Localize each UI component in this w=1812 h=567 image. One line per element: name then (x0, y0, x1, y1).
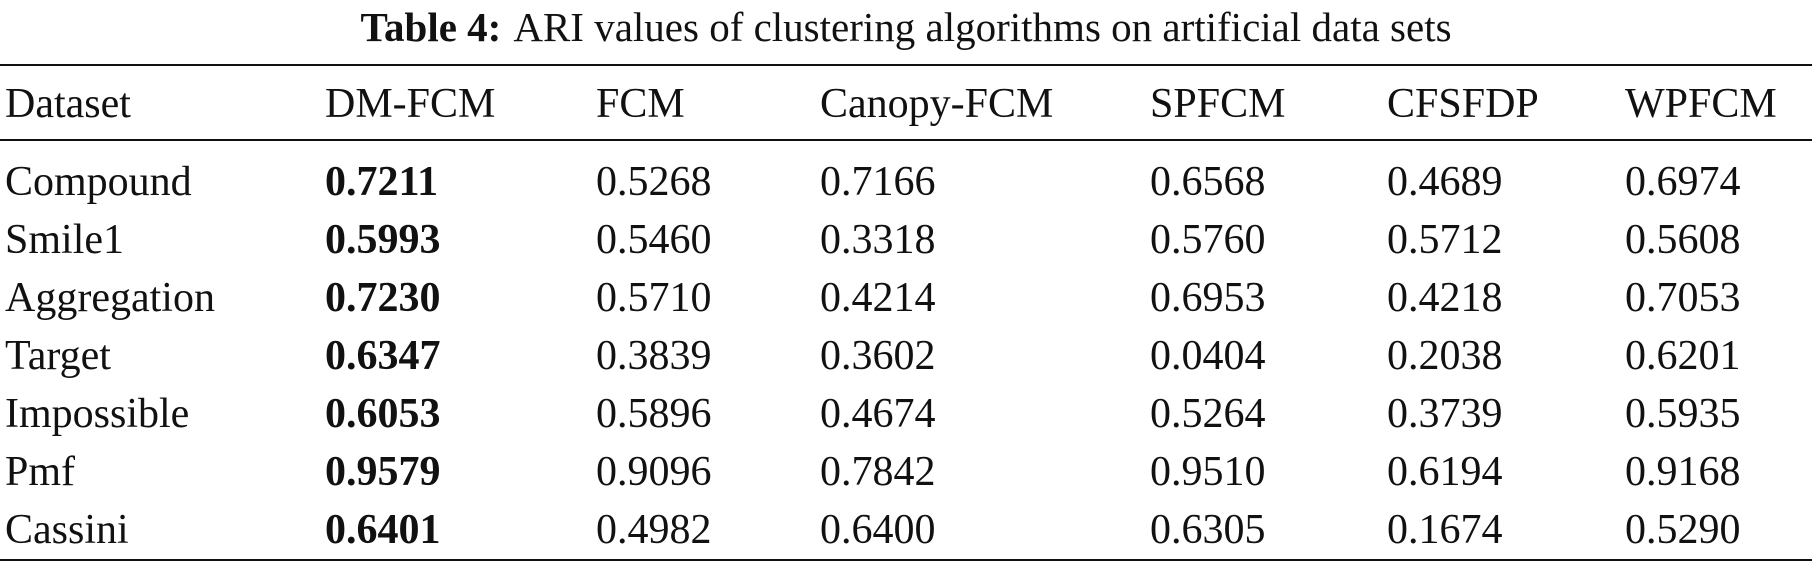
bottom-rule (0, 559, 1812, 561)
fcm-value: 0.4982 (596, 507, 712, 553)
dataset-name: Cassini (5, 507, 129, 553)
fcm-value: 0.5710 (596, 275, 712, 321)
canopy-fcm-value: 0.3318 (820, 217, 936, 263)
dm-fcm-value: 0.6347 (325, 333, 441, 379)
header-wpfcm: WPFCM (1625, 81, 1777, 127)
table-row: Aggregation 0.7230 0.5710 0.4214 0.6953 … (0, 270, 1812, 326)
table-row: Pmf 0.9579 0.9096 0.7842 0.9510 0.6194 0… (0, 444, 1812, 500)
header-spfcm: SPFCM (1150, 81, 1286, 127)
header-canopy-fcm: Canopy-FCM (820, 81, 1054, 127)
fcm-value: 0.9096 (596, 449, 712, 495)
dm-fcm-value: 0.7211 (325, 159, 439, 205)
dm-fcm-value: 0.9579 (325, 449, 441, 495)
wpfcm-value: 0.6974 (1625, 159, 1741, 205)
caption-text: ARI values of clustering algorithms on a… (513, 4, 1452, 50)
spfcm-value: 0.5264 (1150, 391, 1266, 437)
fcm-value: 0.3839 (596, 333, 712, 379)
fcm-value: 0.5896 (596, 391, 712, 437)
wpfcm-value: 0.7053 (1625, 275, 1741, 321)
dataset-name: Target (5, 333, 111, 379)
wpfcm-value: 0.6201 (1625, 333, 1741, 379)
cfsfdp-value: 0.6194 (1387, 449, 1503, 495)
wpfcm-value: 0.5935 (1625, 391, 1741, 437)
cfsfdp-value: 0.2038 (1387, 333, 1503, 379)
table-row: Cassini 0.6401 0.4982 0.6400 0.6305 0.16… (0, 502, 1812, 558)
wpfcm-value: 0.5290 (1625, 507, 1741, 553)
table-caption: Table 4: ARI values of clustering algorit… (0, 2, 1812, 52)
spfcm-value: 0.0404 (1150, 333, 1266, 379)
header-cfsfdp: CFSFDP (1387, 81, 1539, 127)
dataset-name: Aggregation (5, 275, 215, 321)
top-rule (0, 64, 1812, 66)
canopy-fcm-value: 0.7842 (820, 449, 936, 495)
header-fcm: FCM (596, 81, 685, 127)
canopy-fcm-value: 0.6400 (820, 507, 936, 553)
caption-label: Table 4: (360, 4, 502, 50)
dataset-name: Pmf (5, 449, 76, 495)
table-row: Smile1 0.5993 0.5460 0.3318 0.5760 0.571… (0, 212, 1812, 268)
spfcm-value: 0.6953 (1150, 275, 1266, 321)
header-dataset: Dataset (5, 81, 131, 127)
table-header-row: Dataset DM-FCM FCM Canopy-FCM SPFCM CFSF… (0, 76, 1812, 132)
table-row: Compound 0.7211 0.5268 0.7166 0.6568 0.4… (0, 154, 1812, 210)
dm-fcm-value: 0.6401 (325, 507, 441, 553)
cfsfdp-value: 0.1674 (1387, 507, 1503, 553)
dataset-name: Compound (5, 159, 192, 205)
table-row: Impossible 0.6053 0.5896 0.4674 0.5264 0… (0, 386, 1812, 442)
dm-fcm-value: 0.6053 (325, 391, 441, 437)
spfcm-value: 0.6568 (1150, 159, 1266, 205)
dataset-name: Impossible (5, 391, 190, 437)
table-row: Target 0.6347 0.3839 0.3602 0.0404 0.203… (0, 328, 1812, 384)
cfsfdp-value: 0.4689 (1387, 159, 1503, 205)
canopy-fcm-value: 0.4214 (820, 275, 936, 321)
dm-fcm-value: 0.5993 (325, 217, 441, 263)
canopy-fcm-value: 0.3602 (820, 333, 936, 379)
header-dm-fcm: DM-FCM (325, 81, 496, 127)
spfcm-value: 0.5760 (1150, 217, 1266, 263)
canopy-fcm-value: 0.7166 (820, 159, 936, 205)
fcm-value: 0.5268 (596, 159, 712, 205)
dataset-name: Smile1 (5, 217, 125, 263)
header-rule (0, 139, 1812, 141)
cfsfdp-value: 0.4218 (1387, 275, 1503, 321)
canopy-fcm-value: 0.4674 (820, 391, 936, 437)
wpfcm-value: 0.9168 (1625, 449, 1741, 495)
wpfcm-value: 0.5608 (1625, 217, 1741, 263)
spfcm-value: 0.6305 (1150, 507, 1266, 553)
spfcm-value: 0.9510 (1150, 449, 1266, 495)
cfsfdp-value: 0.3739 (1387, 391, 1503, 437)
fcm-value: 0.5460 (596, 217, 712, 263)
dm-fcm-value: 0.7230 (325, 275, 441, 321)
cfsfdp-value: 0.5712 (1387, 217, 1503, 263)
